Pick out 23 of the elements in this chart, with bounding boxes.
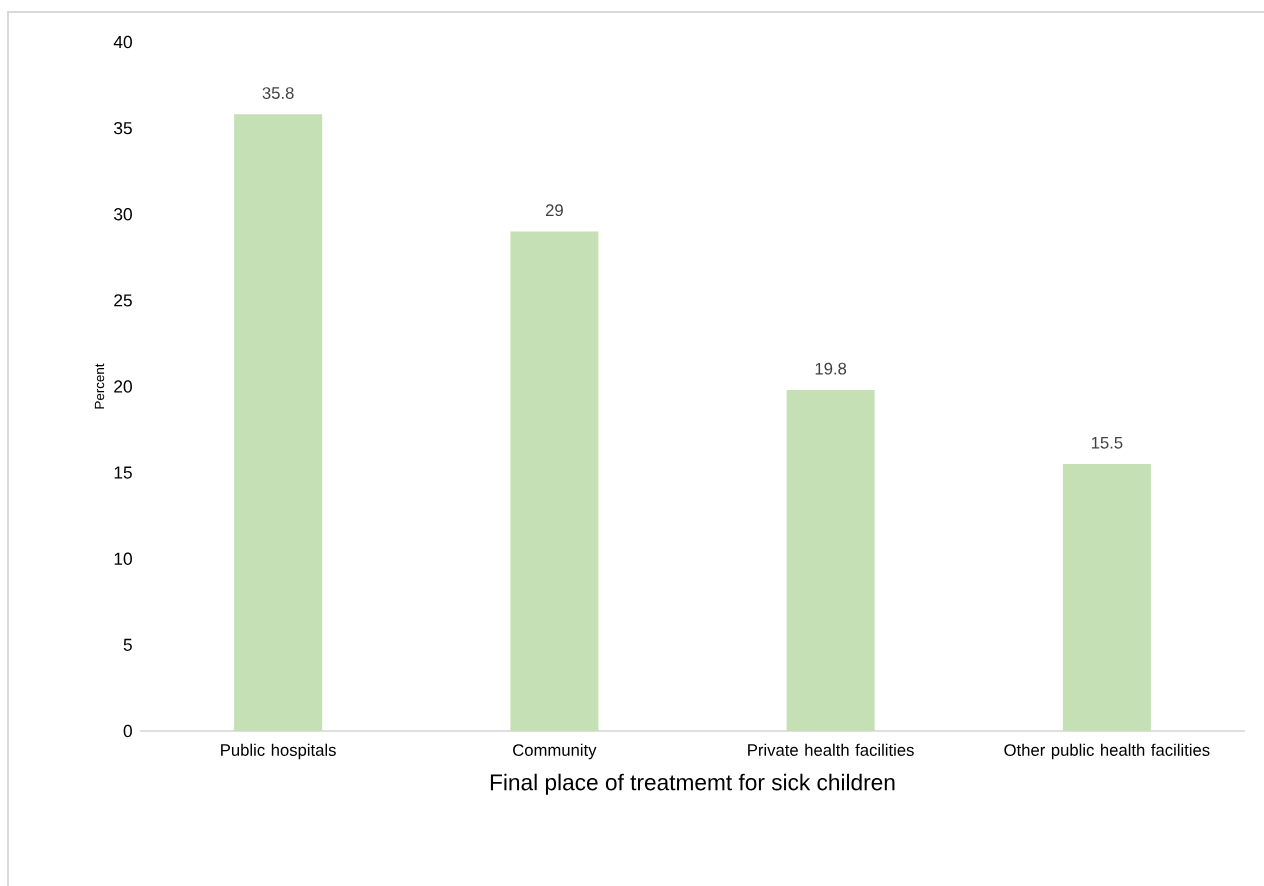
data-label: 19.8 [815, 362, 847, 375]
x-tick-label: Private health facilities [748, 743, 914, 756]
bar [510, 231, 599, 731]
y-tick-label: 40 [113, 35, 132, 49]
y-tick-label: 15 [114, 466, 132, 479]
y-tick-label: 10 [114, 552, 132, 565]
data-label: 15.5 [1091, 437, 1123, 449]
x-tick-label: Other public health facilities [1004, 743, 1210, 760]
y-tick-label: 35 [114, 121, 132, 135]
y-axis-title: Percent [94, 363, 105, 409]
y-tick-label: 20 [114, 380, 132, 393]
bar [786, 389, 875, 731]
y-tick-label: 30 [114, 208, 132, 221]
data-label: 29 [545, 204, 563, 217]
y-tick-label: 0 [123, 724, 132, 738]
bar [234, 114, 323, 731]
y-tick-label: 25 [114, 294, 132, 307]
x-tick-label: Public hospitals [221, 743, 336, 760]
x-tick-label: Community [513, 743, 597, 760]
data-label: 35.8 [262, 87, 294, 99]
y-tick-label: 5 [123, 638, 132, 651]
x-axis-title: Final place of treatmemt for sick children [490, 773, 895, 795]
bar [1062, 464, 1151, 731]
